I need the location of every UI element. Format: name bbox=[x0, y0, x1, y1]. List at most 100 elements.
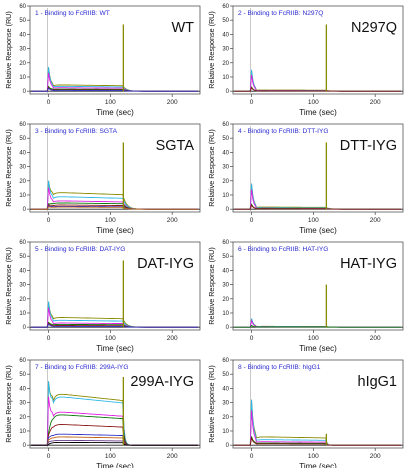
x-axis-label: Time (sec) bbox=[299, 462, 337, 468]
series-line bbox=[31, 206, 199, 210]
y-tick-label: 60 bbox=[222, 4, 229, 10]
y-tick-label: 30 bbox=[19, 165, 26, 171]
plot-frame bbox=[232, 241, 404, 331]
y-tick-label: 50 bbox=[222, 18, 229, 24]
x-tick-label: 100 bbox=[308, 217, 319, 224]
y-tick-label: 0 bbox=[23, 207, 27, 213]
panel-title: 2 - Binding to FcRIIB: N297Q bbox=[238, 10, 323, 17]
y-axis-label: Relative Response (RU) bbox=[207, 129, 216, 207]
chart-panel-8: 0 10 20 30 40 50 60 0 100 200 Time (sec) Relative R… bbox=[207, 358, 404, 468]
plot-frame bbox=[29, 359, 201, 449]
y-tick-label: 0 bbox=[226, 443, 230, 449]
panel-title: 8 - Binding to FcRIIB: hIgG1 bbox=[238, 364, 321, 371]
series-line bbox=[234, 324, 402, 328]
y-tick-label: 20 bbox=[222, 179, 229, 185]
variant-label: N297Q bbox=[351, 20, 397, 36]
x-tick-label: 0 bbox=[250, 335, 254, 342]
y-axis-label: Relative Response (RU) bbox=[4, 11, 13, 89]
chart-panel-5: 0 10 20 30 40 50 60 0 100 200 Time (sec) Relative R… bbox=[4, 240, 201, 353]
y-tick-label: 0 bbox=[226, 89, 230, 95]
x-tick-label: 200 bbox=[167, 335, 178, 342]
y-tick-label: 10 bbox=[19, 75, 26, 81]
plot-frame bbox=[232, 359, 404, 449]
y-axis-label: Relative Response (RU) bbox=[207, 247, 216, 325]
y-tick-label: 40 bbox=[222, 268, 229, 274]
y-tick-label: 60 bbox=[19, 122, 26, 128]
chart-panel-7: 0 10 20 30 40 50 60 0 100 200 Time (sec) Relative R… bbox=[4, 358, 201, 468]
y-axis-label: Relative Response (RU) bbox=[207, 365, 216, 443]
panel-title: 5 - Binding to FcRIIB: DAT-IYG bbox=[35, 246, 125, 253]
variant-label: DAT-IYG bbox=[137, 256, 194, 272]
x-tick-label: 200 bbox=[370, 217, 381, 224]
y-tick-label: 30 bbox=[222, 283, 229, 289]
panel-title: 4 - Binding to FcRIIB: DTT-IYG bbox=[238, 128, 329, 135]
panel-title: 1 - Binding to FcRIIB: WT bbox=[35, 10, 110, 17]
y-tick-label: 20 bbox=[19, 297, 26, 303]
x-tick-label: 100 bbox=[105, 335, 116, 342]
y-tick-label: 40 bbox=[19, 32, 26, 38]
y-tick-label: 0 bbox=[23, 443, 27, 449]
y-tick-label: 40 bbox=[222, 32, 229, 38]
plot-frame bbox=[29, 5, 201, 95]
y-tick-label: 10 bbox=[19, 193, 26, 199]
x-tick-label: 100 bbox=[105, 217, 116, 224]
x-tick-label: 100 bbox=[308, 99, 319, 106]
y-tick-label: 60 bbox=[222, 358, 229, 364]
y-tick-label: 0 bbox=[23, 89, 27, 95]
panel-title: 3 - Binding to FcRIIB: SGTA bbox=[35, 128, 118, 135]
y-tick-label: 40 bbox=[19, 268, 26, 274]
series-line bbox=[31, 441, 199, 446]
x-axis-label: Time (sec) bbox=[299, 344, 337, 353]
y-tick-label: 60 bbox=[222, 122, 229, 128]
y-tick-label: 50 bbox=[222, 136, 229, 142]
y-tick-label: 60 bbox=[19, 240, 26, 246]
x-tick-label: 100 bbox=[105, 99, 116, 106]
y-tick-label: 20 bbox=[222, 297, 229, 303]
y-tick-label: 20 bbox=[19, 179, 26, 185]
chart-panel-6: 0 10 20 30 40 50 60 0 100 200 Time (sec) Relative R… bbox=[207, 240, 404, 353]
variant-label: 299A-IYG bbox=[130, 374, 194, 390]
panel-title: 7 - Binding to FcRIIB: 299A-IYG bbox=[35, 364, 128, 371]
y-tick-label: 30 bbox=[19, 47, 26, 53]
y-tick-label: 30 bbox=[19, 283, 26, 289]
chart-panel-2: 0 10 20 30 40 50 60 0 100 200 Time (sec) Relative R… bbox=[207, 4, 404, 117]
chart-panel-3: 0 10 20 30 40 50 60 0 100 200 Time (sec) Relative R… bbox=[4, 122, 201, 235]
y-tick-label: 40 bbox=[222, 150, 229, 156]
variant-label: HAT-IYG bbox=[340, 256, 397, 272]
plot-frame bbox=[29, 241, 201, 331]
series-line bbox=[234, 86, 402, 92]
chart-panel-1: 0 10 20 30 40 50 60 0 100 200 Time (sec) Relative R… bbox=[4, 4, 201, 117]
y-tick-label: 10 bbox=[222, 311, 229, 317]
x-axis-label: Time (sec) bbox=[299, 226, 337, 235]
y-tick-label: 50 bbox=[19, 136, 26, 142]
y-axis-label: Relative Response (RU) bbox=[207, 11, 216, 89]
series-line bbox=[31, 323, 199, 328]
x-tick-label: 0 bbox=[47, 217, 51, 224]
x-tick-label: 200 bbox=[370, 453, 381, 460]
y-tick-label: 0 bbox=[226, 325, 230, 331]
plot-frame bbox=[232, 5, 404, 95]
y-tick-label: 50 bbox=[222, 254, 229, 260]
y-tick-label: 20 bbox=[222, 415, 229, 421]
x-axis-label: Time (sec) bbox=[96, 344, 134, 353]
y-axis-label: Relative Response (RU) bbox=[4, 365, 13, 443]
y-tick-label: 20 bbox=[19, 61, 26, 67]
series-line bbox=[234, 204, 402, 210]
y-tick-label: 50 bbox=[19, 372, 26, 378]
y-tick-label: 50 bbox=[19, 254, 26, 260]
chart-panel-4: 0 10 20 30 40 50 60 0 100 200 Time (sec) Relative R… bbox=[207, 122, 404, 235]
y-tick-label: 20 bbox=[222, 61, 229, 67]
y-tick-label: 10 bbox=[222, 75, 229, 81]
x-tick-label: 100 bbox=[308, 453, 319, 460]
y-tick-label: 10 bbox=[222, 429, 229, 435]
x-tick-label: 100 bbox=[105, 453, 116, 460]
variant-label: DTT-IYG bbox=[340, 138, 397, 154]
y-tick-label: 20 bbox=[19, 415, 26, 421]
x-tick-label: 0 bbox=[47, 335, 51, 342]
x-axis-label: Time (sec) bbox=[96, 108, 134, 117]
series-line bbox=[234, 436, 402, 446]
y-axis-label: Relative Response (RU) bbox=[4, 247, 13, 325]
x-axis-label: Time (sec) bbox=[96, 226, 134, 235]
variant-label: WT bbox=[171, 20, 194, 36]
